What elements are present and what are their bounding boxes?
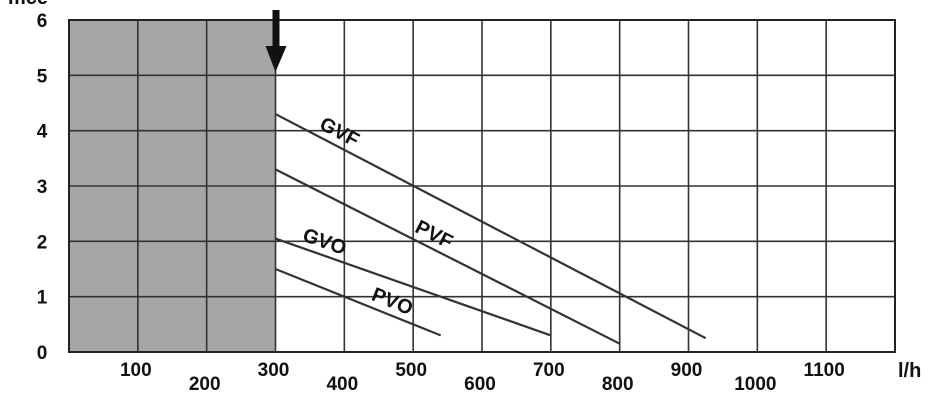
series-label-pvf: PVF	[411, 216, 456, 253]
series-label-gvf: GVF	[316, 113, 363, 152]
x-tick-label: 100	[120, 360, 152, 381]
x-tick-label: 300	[258, 360, 290, 381]
y-tick-label: 1	[37, 288, 48, 309]
series-line-gvo	[275, 237, 552, 337]
arrow-shaft	[272, 10, 280, 50]
x-tick-labels: 100 200 300 400 500 600 700 800 900 1000 1100	[120, 360, 845, 395]
x-tick-label: 800	[602, 374, 634, 395]
x-tick-label: 400	[326, 374, 358, 395]
y-axis-label: mce	[8, 0, 48, 9]
arrow-down-icon	[265, 10, 287, 72]
x-tick-label: 1000	[734, 374, 776, 395]
series-line-gvf	[274, 113, 707, 340]
x-tick-label: 600	[464, 374, 496, 395]
series-lines: GVF PVF GVO PVO	[274, 113, 707, 345]
x-axis-unit: l/h	[898, 360, 921, 382]
y-tick-labels: 0 1 2 3 4 5 6	[37, 11, 48, 364]
y-tick-label: 2	[37, 232, 48, 253]
y-tick-label: 0	[37, 343, 48, 364]
series-label-gvo: GVO	[300, 224, 349, 260]
plot-frame	[68, 19, 896, 353]
x-tick-label: 200	[189, 374, 221, 395]
arrow-head	[265, 46, 287, 72]
y-tick-label: 6	[37, 11, 48, 32]
y-tick-label: 5	[37, 66, 48, 87]
series-label-pvo: PVO	[368, 284, 415, 320]
y-tick-label: 4	[37, 122, 48, 143]
x-tick-label: 1100	[804, 360, 845, 381]
series-line-pvo	[275, 267, 442, 337]
x-tick-label: 900	[671, 360, 703, 381]
y-tick-label: 3	[37, 177, 48, 198]
x-tick-label: 500	[395, 360, 427, 381]
x-tick-label: 700	[533, 360, 565, 381]
series-line-pvf	[275, 168, 621, 345]
grid	[68, 19, 896, 353]
